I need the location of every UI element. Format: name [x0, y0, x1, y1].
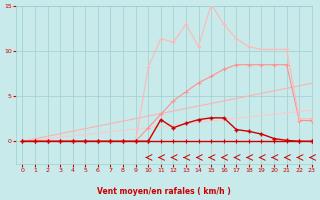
X-axis label: Vent moyen/en rafales ( km/h ): Vent moyen/en rafales ( km/h )	[97, 187, 231, 196]
